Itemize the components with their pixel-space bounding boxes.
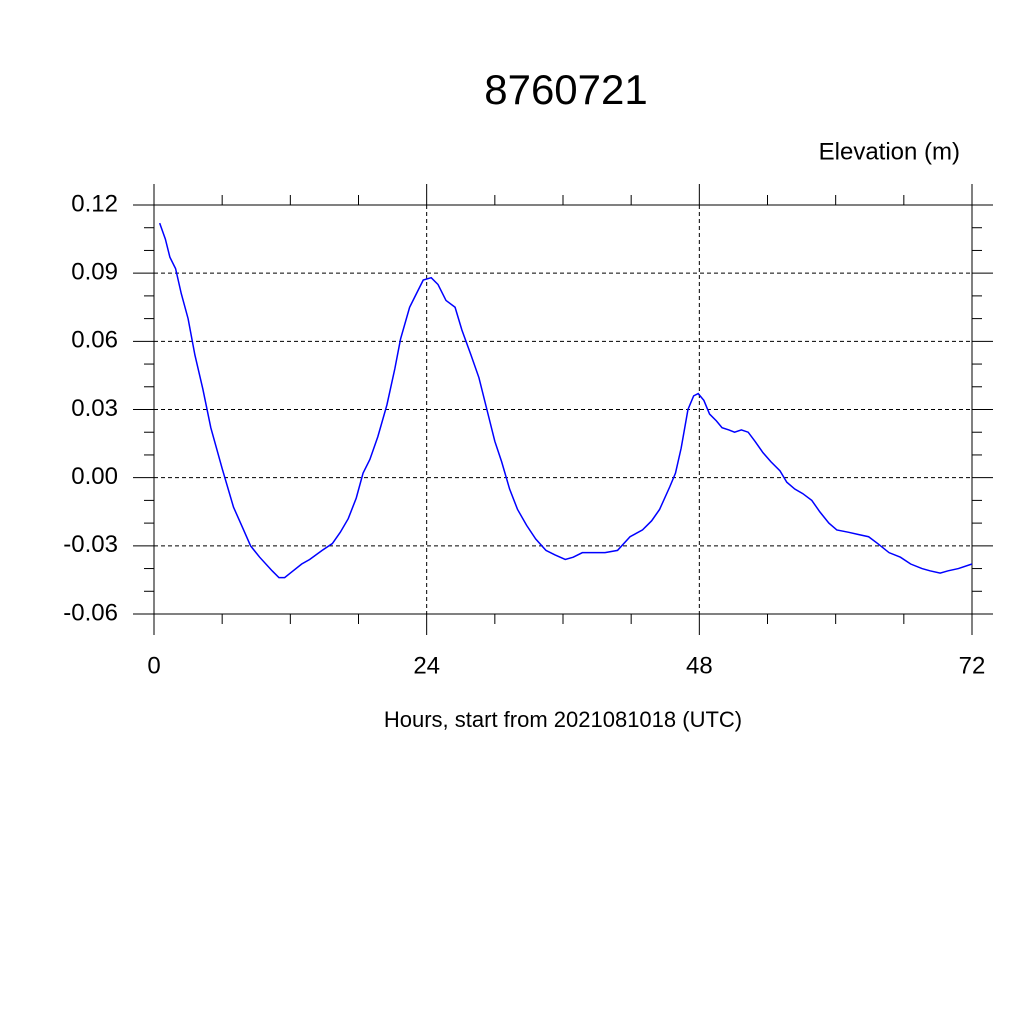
y-tick-label: 0.12 — [71, 190, 118, 217]
y-tick-label: 0.00 — [71, 463, 118, 490]
x-tick-label: 48 — [686, 652, 713, 679]
x-axis-label: Hours, start from 2021081018 (UTC) — [384, 707, 742, 732]
y-tick-label: -0.03 — [63, 531, 118, 558]
y-axis-label: Elevation (m) — [819, 138, 960, 165]
y-tick-label: 0.09 — [71, 259, 118, 286]
data-line — [158, 222, 973, 579]
x-tick-label: 24 — [413, 652, 440, 679]
y-tick-label: 0.03 — [71, 395, 118, 422]
chart-title: 8760721 — [484, 66, 648, 113]
x-tick-label: 0 — [147, 652, 160, 679]
y-tick-label: 0.06 — [71, 327, 118, 354]
plot-frame — [153, 204, 973, 615]
y-tick-label: -0.06 — [63, 599, 118, 626]
x-tick-label: 72 — [959, 652, 986, 679]
